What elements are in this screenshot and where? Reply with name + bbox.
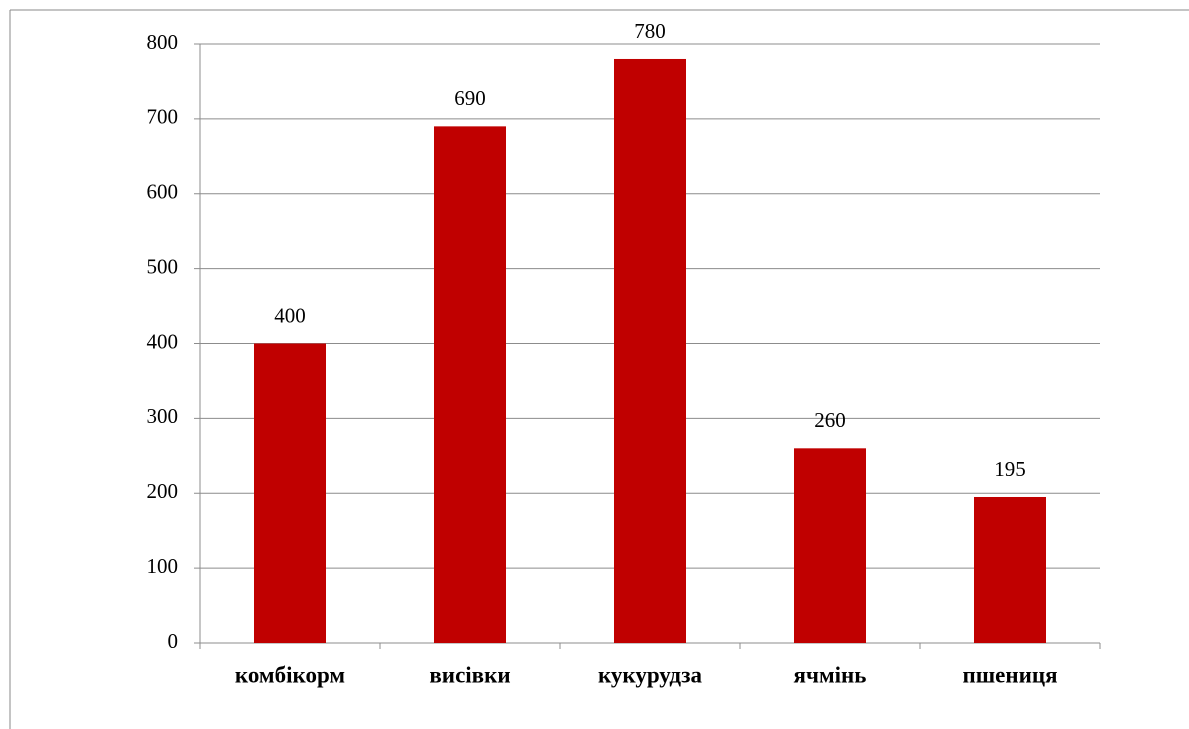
bar [794,448,866,643]
y-tick-label: 0 [168,629,179,653]
x-tick-label: пшениця [962,662,1057,687]
bar [614,58,686,644]
value-label: 195 [994,457,1026,481]
value-label: 260 [814,408,846,432]
bar [434,126,506,644]
y-tick-label: 100 [147,554,179,578]
x-tick-label: комбікорм [235,662,345,687]
y-tick-label: 600 [147,180,179,204]
x-tick-label: ячмінь [794,662,867,687]
bar [254,343,326,643]
y-tick-label: 800 [147,30,179,54]
x-tick-label: кукурудза [598,662,703,687]
value-label: 780 [634,19,666,43]
y-tick-label: 200 [147,479,179,503]
bar [974,496,1046,643]
x-tick-label: висівки [429,662,510,687]
y-tick-label: 300 [147,404,179,428]
value-label: 400 [274,303,306,327]
y-tick-label: 500 [147,254,179,278]
value-label: 690 [454,86,486,110]
y-tick-label: 700 [147,105,179,129]
y-tick-label: 400 [147,329,179,353]
